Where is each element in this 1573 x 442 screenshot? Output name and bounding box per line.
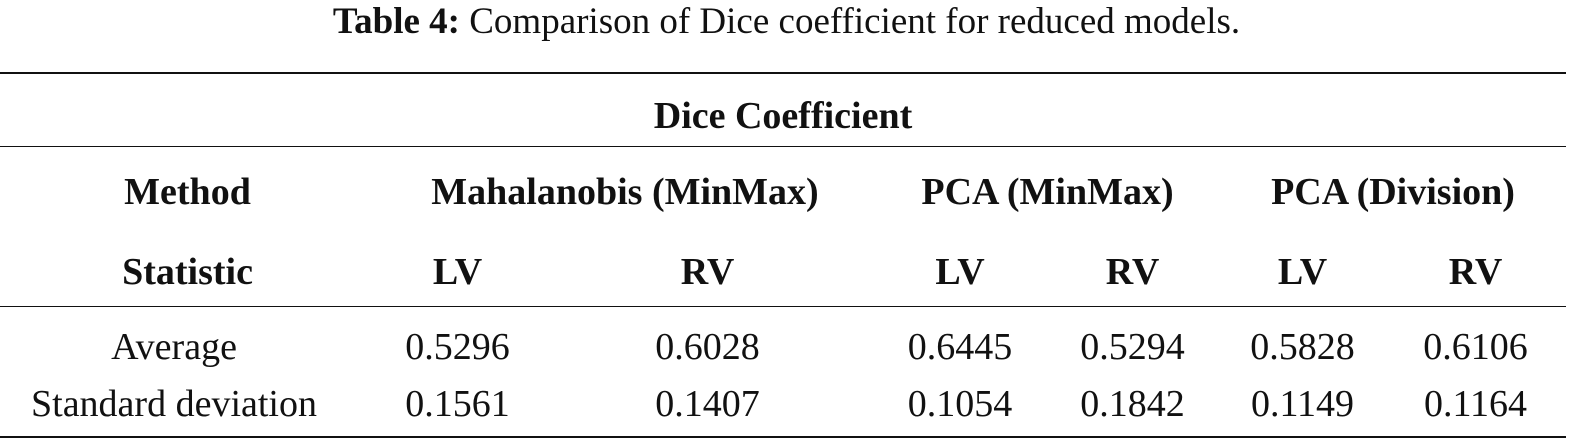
- statistic-header: Statistic: [122, 251, 253, 293]
- table-cell: 0.5828: [1250, 326, 1355, 368]
- row-label: Standard deviation: [31, 383, 317, 425]
- method-header: Method: [124, 171, 251, 213]
- table-cell: 0.6106: [1423, 326, 1528, 368]
- sub-header-lv: LV: [1277, 251, 1328, 293]
- super-header: Dice Coefficient: [653, 95, 913, 137]
- table-bottom-rule: [0, 436, 1566, 438]
- table-cell: 0.1149: [1250, 383, 1355, 425]
- sub-header-rv: RV: [1448, 251, 1503, 293]
- sub-header-rv: RV: [1105, 251, 1160, 293]
- table-cell: 0.1842: [1080, 383, 1185, 425]
- super-header-rule: [0, 146, 1566, 147]
- table-top-rule: [0, 72, 1566, 74]
- table-cell: 0.1561: [405, 383, 510, 425]
- method-pca-minmax: PCA (MinMax): [921, 171, 1174, 213]
- sub-header-lv: LV: [935, 251, 985, 293]
- table-cell: 0.1054: [907, 383, 1013, 425]
- method-mahalanobis-minmax: Mahalanobis (MinMax): [431, 171, 819, 213]
- header-bottom-rule: [0, 306, 1566, 307]
- sub-header-rv: RV: [680, 251, 735, 293]
- sub-header-lv: LV: [432, 251, 483, 293]
- table-cell: 0.5296: [405, 326, 510, 368]
- table-cell: 0.6445: [907, 326, 1013, 368]
- table-cell: 0.1407: [655, 383, 760, 425]
- table-cell: 0.6028: [655, 326, 760, 368]
- caption-text: Comparison of Dice coefficient for reduc…: [469, 1, 1241, 42]
- table-cell: 0.5294: [1080, 326, 1185, 368]
- caption-label: Table 4:: [332, 1, 460, 42]
- method-pca-division: PCA (Division): [1271, 171, 1515, 213]
- table-cell: 0.1164: [1423, 383, 1528, 425]
- table-caption: Table 4: Comparison of Dice coefficient …: [0, 0, 1573, 60]
- row-label: Average: [111, 326, 237, 368]
